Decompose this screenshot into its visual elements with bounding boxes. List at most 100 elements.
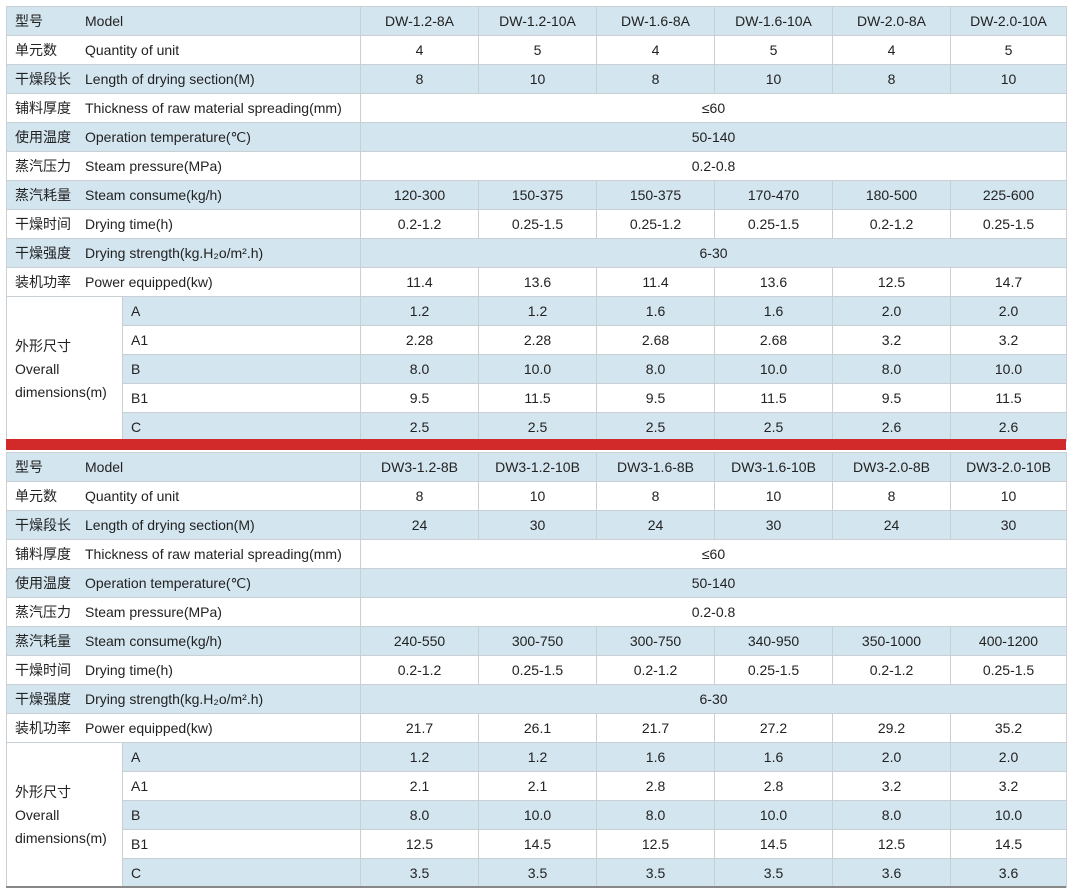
cell-value: 13.6	[478, 267, 598, 297]
row-label: 型号 Model	[5, 452, 362, 482]
label-en: Model	[85, 459, 124, 475]
cell-value: 10.0	[950, 800, 1068, 830]
cell-value: 11.5	[478, 383, 598, 413]
cell-value: 3.5	[714, 858, 834, 888]
cell-value: 3.2	[950, 771, 1068, 801]
cell-value: 5	[714, 35, 834, 65]
table-row: 型号 Model DW3-1.2-8B DW3-1.2-10B DW3-1.6-8B DW…	[5, 452, 1068, 482]
dimension-label: A1	[121, 325, 362, 355]
cell-value: 12.5	[832, 267, 952, 297]
model-name: DW-2.0-10A	[950, 6, 1068, 36]
cell-value: 340-950	[714, 626, 834, 656]
label-en: Quantity of unit	[85, 42, 180, 58]
dimension-label: C	[121, 858, 362, 888]
cell-value: 2.8	[714, 771, 834, 801]
table-row: B 8.0 10.0 8.0 10.0 8.0 10.0	[7, 354, 1068, 384]
label-zh: 型号	[15, 459, 43, 475]
cell-value: 50-140	[360, 122, 1068, 152]
cell-value: 14.7	[950, 267, 1068, 297]
cell-value: 2.5	[714, 412, 834, 442]
cell-value: 13.6	[714, 267, 834, 297]
cell-value: 35.2	[950, 713, 1068, 743]
label-zh: 干燥段长	[15, 71, 71, 87]
table-row: 外形尺寸 Overall dimensions(m) A 1.2 1.2 1.6 1.6 2.0…	[6, 296, 1068, 442]
cell-value: 170-470	[714, 180, 834, 210]
table-row: 蒸汽耗量 Steam consume(kg/h) 120-300 150-375 150…	[5, 180, 1068, 210]
label-en: Power equipped(kw)	[85, 720, 213, 736]
label-en: Steam consume(kg/h)	[85, 633, 222, 649]
table-row: C 2.5 2.5 2.5 2.5 2.6 2.6	[7, 412, 1068, 442]
cell-value: 8.0	[596, 800, 716, 830]
cell-value: 30	[714, 510, 834, 540]
label-zh: 铺料厚度	[15, 100, 71, 116]
cell-value: 2.6	[950, 412, 1068, 442]
cell-value: 2.5	[360, 412, 480, 442]
bottom-rule	[6, 886, 1066, 888]
cell-value: 8.0	[832, 800, 952, 830]
cell-value: 2.6	[832, 412, 952, 442]
cell-value: 0.25-1.5	[950, 209, 1068, 239]
cell-value: 4	[360, 35, 480, 65]
cell-value: 24	[360, 510, 480, 540]
table-row: 装机功率 Power equipped(kw) 11.4 13.6 11.4 13.6 12…	[5, 267, 1068, 297]
row-label: 干燥强度 Drying strength(kg.H₂o/m².h)	[5, 684, 362, 714]
cell-value: 3.5	[478, 858, 598, 888]
label-zh: 使用温度	[15, 575, 71, 591]
model-name: DW-1.2-10A	[478, 6, 598, 36]
label-zh: 干燥时间	[15, 216, 71, 232]
group-en: Overall	[15, 806, 60, 823]
cell-value: 400-1200	[950, 626, 1068, 656]
group-label: 外形尺寸 Overall dimensions(m)	[6, 296, 123, 442]
cell-value: 10	[714, 64, 834, 94]
table-row: 铺料厚度 Thickness of raw material spreading(…	[5, 539, 1068, 569]
row-label: 使用温度 Operation temperature(℃)	[5, 122, 362, 152]
cell-value: 30	[478, 510, 598, 540]
cell-value: 0.2-1.2	[360, 209, 480, 239]
dimension-label: A	[121, 742, 362, 772]
cell-value: 4	[832, 35, 952, 65]
table-row: B1 12.5 14.5 12.5 14.5 12.5 14.5	[7, 829, 1068, 859]
table-row: 干燥段长 Length of drying section(M) 24 30 24 30 2…	[5, 510, 1068, 540]
cell-value: 0.2-1.2	[832, 209, 952, 239]
cell-value: 21.7	[360, 713, 480, 743]
label-zh: 型号	[15, 13, 43, 29]
label-en: Thickness of raw material spreading(mm)	[85, 546, 342, 562]
label-en: Length of drying section(M)	[85, 71, 255, 87]
cell-value: 50-140	[360, 568, 1068, 598]
table-row: 蒸汽耗量 Steam consume(kg/h) 240-550 300-750 300…	[5, 626, 1068, 656]
cell-value: 1.2	[360, 742, 480, 772]
cell-value: 30	[950, 510, 1068, 540]
cell-value: ≤60	[360, 93, 1068, 123]
cell-value: 9.5	[596, 383, 716, 413]
cell-value: 3.2	[832, 771, 952, 801]
dimension-label: B	[121, 800, 362, 830]
cell-value: 300-750	[596, 626, 716, 656]
cell-value: 10.0	[478, 800, 598, 830]
table-row: 装机功率 Power equipped(kw) 21.7 26.1 21.7 27.2 29…	[5, 713, 1068, 743]
label-en: Quantity of unit	[85, 488, 180, 504]
cell-value: 8	[596, 64, 716, 94]
label-zh: 装机功率	[15, 274, 71, 290]
table-row: 外形尺寸 Overall dimensions(m) A 1.2 1.2 1.6 1.6 2.0…	[6, 742, 1068, 888]
cell-value: 29.2	[832, 713, 952, 743]
cell-value: 300-750	[478, 626, 598, 656]
cell-value: 14.5	[714, 829, 834, 859]
label-zh: 干燥强度	[15, 691, 71, 707]
group-zh: 外形尺寸	[15, 337, 71, 354]
label-en: Steam pressure(MPa)	[85, 158, 222, 174]
cell-value: 8.0	[360, 800, 480, 830]
group-zh: 外形尺寸	[15, 783, 71, 800]
cell-value: 3.2	[832, 325, 952, 355]
row-label: 装机功率 Power equipped(kw)	[5, 713, 362, 743]
label-zh: 单元数	[15, 42, 57, 58]
cell-value: 2.5	[478, 412, 598, 442]
cell-value: 5	[950, 35, 1068, 65]
row-label: 使用温度 Operation temperature(℃)	[5, 568, 362, 598]
label-zh: 装机功率	[15, 720, 71, 736]
model-name: DW-1.2-8A	[360, 6, 480, 36]
group-label: 外形尺寸 Overall dimensions(m)	[6, 742, 123, 888]
cell-value: 8	[360, 64, 480, 94]
cell-value: 4	[596, 35, 716, 65]
cell-value: 2.0	[832, 742, 952, 772]
cell-value: 10	[950, 481, 1068, 511]
